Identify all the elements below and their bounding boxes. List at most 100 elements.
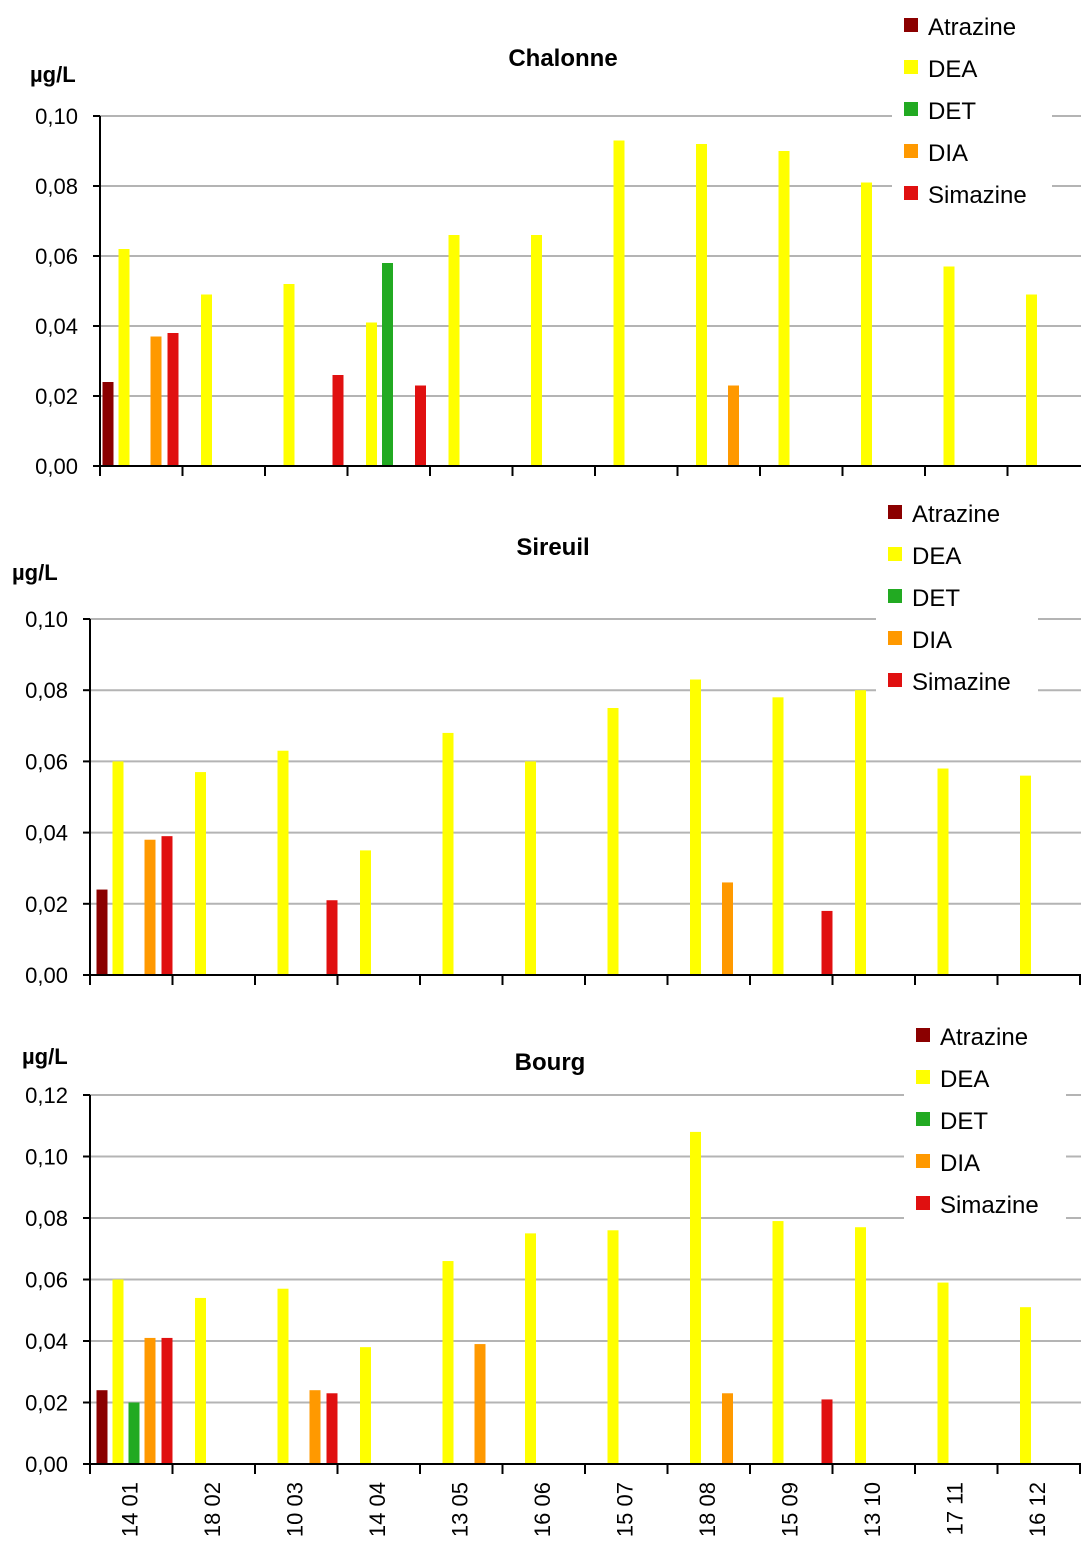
x-category-label: 17 11 xyxy=(942,1482,967,1535)
legend-swatch-dea xyxy=(916,1070,930,1084)
y-tick-label: 0,04 xyxy=(25,1329,68,1354)
y-tick-label: 0,10 xyxy=(25,1145,68,1170)
bar-dea-13-05 xyxy=(442,732,454,975)
x-category-label: 15 09 xyxy=(777,1482,802,1537)
legend-swatch-dea xyxy=(888,547,902,561)
bar-dea-15-07 xyxy=(607,708,619,975)
bar-simazine-14-01 xyxy=(161,836,173,975)
y-tick-label: 0,04 xyxy=(35,314,78,339)
bar-simazine-15-09 xyxy=(821,910,833,975)
chart-title: Chalonne xyxy=(508,45,617,72)
bar-atrazine-14-01 xyxy=(96,1390,108,1464)
y-tick-label: 0,00 xyxy=(35,454,78,479)
x-category-label: 14 01 xyxy=(117,1482,142,1537)
bar-dea-10-03 xyxy=(277,1288,289,1464)
legend-swatch-simazine xyxy=(916,1196,930,1210)
y-tick-label: 0,00 xyxy=(25,963,68,988)
y-axis-unit-label: µg/L xyxy=(22,1044,68,1069)
legend-swatch-dia xyxy=(904,144,918,158)
chart-panel-chalonne: 0,00 0,02 0,04 0,06 0,08 0,10 Chalonne µg/L Atra… xyxy=(30,14,1081,479)
legend-swatch-simazine xyxy=(904,186,918,200)
bar-dea-15-09 xyxy=(772,697,784,975)
bar-dea-17-11 xyxy=(937,768,949,975)
legend-background xyxy=(892,100,1052,220)
y-tick-label: 0,08 xyxy=(25,1206,68,1231)
bar-det-14-01 xyxy=(128,1402,140,1464)
y-tick-label: 0,08 xyxy=(35,174,78,199)
bar-dea-16-12 xyxy=(1026,294,1037,466)
legend-label-dea: DEA xyxy=(940,1066,989,1093)
y-axis-unit-label: µg/L xyxy=(30,62,76,87)
chart-title: Sireuil xyxy=(516,534,589,561)
legend-label-atrazine: Atrazine xyxy=(928,14,1016,41)
y-tick-label: 0,00 xyxy=(25,1452,68,1477)
bar-dea-18-02 xyxy=(195,772,206,975)
legend-swatch-atrazine xyxy=(888,505,902,519)
y-tick-label: 0,02 xyxy=(35,384,78,409)
y-tick-label: 0,08 xyxy=(25,678,68,703)
legend-label-det: DET xyxy=(928,98,976,125)
legend-label-simazine: Simazine xyxy=(940,1192,1039,1219)
x-category-label: 16 06 xyxy=(530,1482,555,1537)
bar-atrazine-14-01 xyxy=(96,889,108,975)
legend-label-det: DET xyxy=(940,1108,988,1135)
legend-swatch-atrazine xyxy=(916,1028,930,1042)
y-tick-label: 0,04 xyxy=(25,821,68,846)
bar-dea-18-02 xyxy=(201,294,212,466)
bar-dea-18-08 xyxy=(690,679,701,975)
legend-label-det: DET xyxy=(912,585,960,612)
legend-label-atrazine: Atrazine xyxy=(940,1024,1028,1051)
bar-dia-18-08 xyxy=(722,1393,733,1464)
bar-dea-13-05 xyxy=(442,1261,454,1464)
bar-dea-17-11 xyxy=(937,1282,949,1464)
legend-label-dia: DIA xyxy=(928,140,968,167)
x-category-label: 18 02 xyxy=(200,1482,225,1537)
legend-swatch-det xyxy=(888,589,902,603)
bar-simazine-10-03 xyxy=(332,375,344,466)
bar-dea-14-01 xyxy=(112,1279,124,1464)
bar-dia-14-01 xyxy=(144,1337,156,1464)
bar-det-14-04 xyxy=(382,263,393,466)
bar-dea-17-11 xyxy=(943,266,955,466)
bar-dea-15-09 xyxy=(772,1221,784,1464)
legend-background xyxy=(904,1080,1066,1225)
bar-dea-14-01 xyxy=(118,249,130,466)
bar-dea-13-10 xyxy=(855,690,866,975)
bar-dea-16-06 xyxy=(525,761,536,975)
bar-dia-18-08 xyxy=(728,385,739,466)
bar-dea-10-03 xyxy=(283,284,295,466)
legend-swatch-dia xyxy=(888,631,902,645)
y-tick-label: 0,12 xyxy=(25,1083,68,1108)
bar-simazine-10-03 xyxy=(326,900,338,975)
bar-dea-13-05 xyxy=(448,235,460,466)
bar-dia-10-03 xyxy=(309,1390,321,1464)
bar-dia-13-05 xyxy=(474,1344,486,1464)
y-axis-unit-label: µg/L xyxy=(12,560,58,585)
legend-swatch-simazine xyxy=(888,673,902,687)
bar-dea-15-07 xyxy=(613,140,625,466)
y-tick-label: 0,06 xyxy=(35,244,78,269)
bar-dea-18-08 xyxy=(696,144,707,466)
chart-panel-bourg: 0,00 0,02 0,04 0,06 0,08 0,10 0,12 14 01 18 02 10… xyxy=(22,1024,1081,1537)
bar-dea-16-06 xyxy=(525,1233,536,1464)
bar-simazine-14-01 xyxy=(167,333,179,466)
legend-label-simazine: Simazine xyxy=(912,669,1011,696)
bar-dia-18-08 xyxy=(722,882,733,975)
legend-background xyxy=(876,600,1038,708)
bar-dea-15-07 xyxy=(607,1230,619,1464)
bar-atrazine-14-01 xyxy=(102,382,114,466)
y-tick-label: 0,06 xyxy=(25,1268,68,1293)
legend-swatch-det xyxy=(916,1112,930,1126)
y-tick-label: 0,02 xyxy=(25,892,68,917)
bar-dea-16-12 xyxy=(1020,775,1031,975)
legend-swatch-det xyxy=(904,102,918,116)
legend-swatch-atrazine xyxy=(904,18,918,32)
legend-label-dia: DIA xyxy=(940,1150,980,1177)
bar-dea-18-08 xyxy=(690,1131,701,1464)
y-tick-label: 0,06 xyxy=(25,749,68,774)
bar-dia-14-01 xyxy=(144,839,156,975)
bar-dea-14-01 xyxy=(112,761,124,975)
bar-simazine-14-01 xyxy=(161,1337,173,1464)
bar-simazine-14-04 xyxy=(415,385,426,466)
